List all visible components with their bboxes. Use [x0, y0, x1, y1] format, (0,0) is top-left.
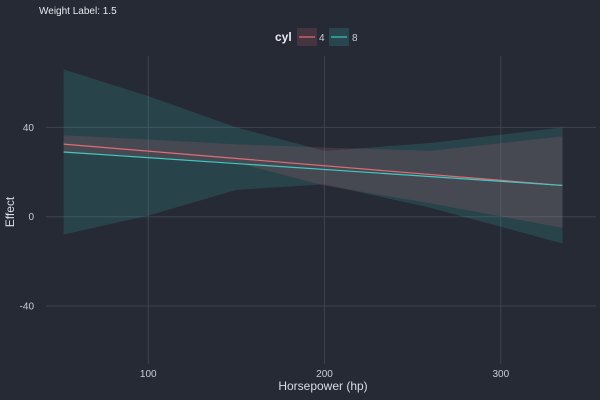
legend-key-4 [297, 28, 317, 46]
fit-lines [63, 143, 563, 187]
y-tick-label-0: 0 [28, 212, 34, 223]
confidence-ribbons [63, 69, 563, 244]
ribbon-8 [63, 69, 563, 244]
legend-title: cyl [275, 30, 292, 44]
fit-line-8 [63, 151, 563, 187]
x-axis-title: Horsepower (hp) [278, 379, 367, 393]
y-tick-label--40: -40 [20, 301, 35, 312]
legend-label-4: 4 [319, 33, 325, 44]
x-tick-label-100: 100 [140, 369, 157, 380]
chart-subtitle: Weight Label: 1.5 [39, 6, 117, 17]
fit-line-4 [63, 143, 563, 187]
x-tick-label-200: 200 [316, 369, 333, 380]
y-axis-title: Effect [3, 196, 17, 227]
grid [46, 56, 596, 364]
legend-key-8 [329, 28, 349, 46]
ribbon-4 [63, 135, 563, 228]
legend-label-8: 8 [352, 33, 358, 44]
y-tick-label-40: 40 [23, 123, 35, 134]
legend: cyl 4 8 [275, 28, 358, 46]
tick-labels: 100 200 300 -40 0 40 [20, 123, 510, 380]
x-tick-label-300: 300 [492, 369, 509, 380]
